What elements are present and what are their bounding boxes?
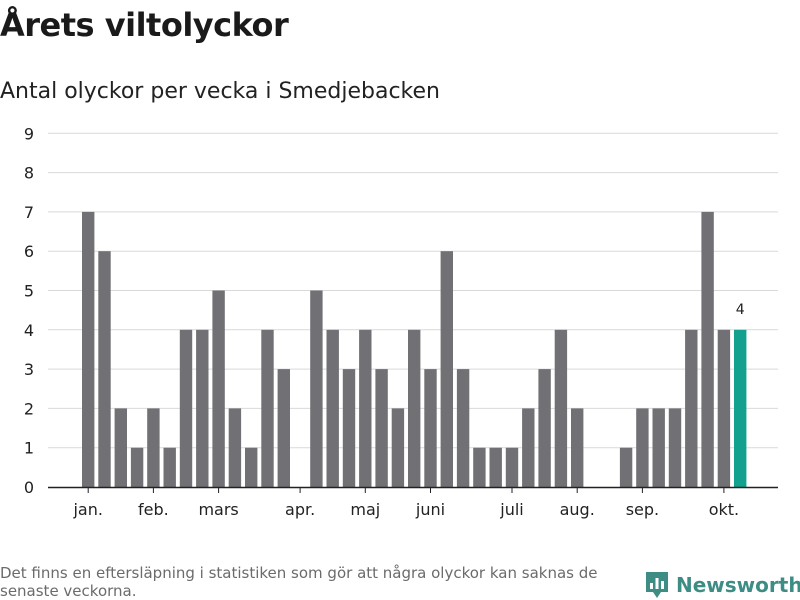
bar-v8: [196, 329, 209, 487]
bar-v12: [261, 329, 274, 487]
y-tick-label: 4: [24, 321, 34, 340]
bar-v9: [212, 290, 225, 487]
x-tick-label: maj: [350, 500, 380, 519]
bar-v38: [685, 329, 698, 487]
bar-v26: [489, 447, 502, 487]
x-axis-month-labels: jan. feb. mars apr. maj juni juli aug. sep. okt.: [72, 487, 739, 519]
bar-v20: [391, 408, 405, 487]
y-tick-label: 9: [24, 124, 34, 143]
newsworthy-logo-icon: [646, 572, 668, 598]
y-tick-label: 2: [24, 399, 34, 418]
bar-v13: [277, 369, 290, 487]
x-tick-label: feb.: [138, 500, 169, 519]
y-tick-label: 0: [24, 478, 34, 497]
bar-v36: [652, 408, 665, 487]
brand-name: Newsworthy: [676, 573, 800, 597]
bar-v16: [326, 329, 339, 487]
bar-v37: [668, 408, 682, 487]
bar-v21: [408, 329, 421, 487]
bar-v29: [538, 369, 551, 487]
bar-v22: [424, 369, 437, 487]
x-tick-label: okt.: [709, 500, 739, 519]
bar-v2: [98, 251, 111, 487]
chart-title: Årets viltolyckor: [0, 6, 289, 44]
chart-subtitle: Antal olyckor per vecka i Smedjebacken: [0, 79, 440, 104]
y-tick-label: 1: [24, 439, 34, 458]
bar-v18: [359, 329, 372, 487]
x-tick-label: mars: [198, 500, 238, 519]
x-tick-label: juni: [415, 500, 445, 519]
bar-v4: [130, 447, 144, 487]
bar-v25: [473, 447, 486, 487]
x-tick-label: sep.: [626, 500, 659, 519]
footnote: Det finns en eftersläpning i statistiken…: [0, 564, 598, 600]
bar-v39: [701, 211, 714, 487]
y-axis-ticks: 0 1 2 3 4 5 6 7 8 9: [24, 124, 34, 497]
bar-v40: [717, 329, 731, 487]
bar-v28: [522, 408, 535, 487]
bar-v24: [456, 369, 470, 487]
bar-v10: [228, 408, 242, 487]
bar-v3: [114, 408, 127, 487]
x-tick-label: aug.: [560, 500, 595, 519]
bar-v15: [310, 290, 323, 487]
bar-v7: [179, 329, 193, 487]
bar-v27: [505, 447, 519, 487]
bar-v35: [636, 408, 649, 487]
bar-v11: [245, 447, 258, 487]
y-tick-label: 8: [24, 164, 34, 183]
bar-v23: [440, 251, 453, 487]
data-label-last-week: 4: [736, 302, 745, 318]
bar-v41: [734, 329, 747, 487]
x-tick-label: juli: [499, 500, 523, 519]
bar-v19: [375, 369, 388, 487]
bar-v1: [82, 211, 95, 487]
y-tick-label: 5: [24, 282, 34, 301]
brand-logo[interactable]: Newsworthy: [644, 570, 800, 600]
y-tick-label: 6: [24, 242, 34, 261]
x-tick-label: jan.: [72, 500, 102, 519]
y-tick-label: 3: [24, 360, 34, 379]
bar-chart: 0 1 2 3 4 5 6 7 8 9 jan. feb. mars apr. maj juni juli au…: [24, 124, 778, 519]
bar-v34: [619, 447, 633, 487]
bar-v31: [571, 408, 584, 487]
y-tick-label: 7: [24, 203, 34, 222]
data-labels: 4: [736, 302, 745, 318]
x-tick-label: apr.: [285, 500, 315, 519]
bar-v30: [554, 329, 568, 487]
bars: [48, 211, 778, 489]
bar-v5: [147, 408, 160, 487]
bar-v6: [163, 447, 176, 487]
bar-v17: [342, 369, 356, 487]
